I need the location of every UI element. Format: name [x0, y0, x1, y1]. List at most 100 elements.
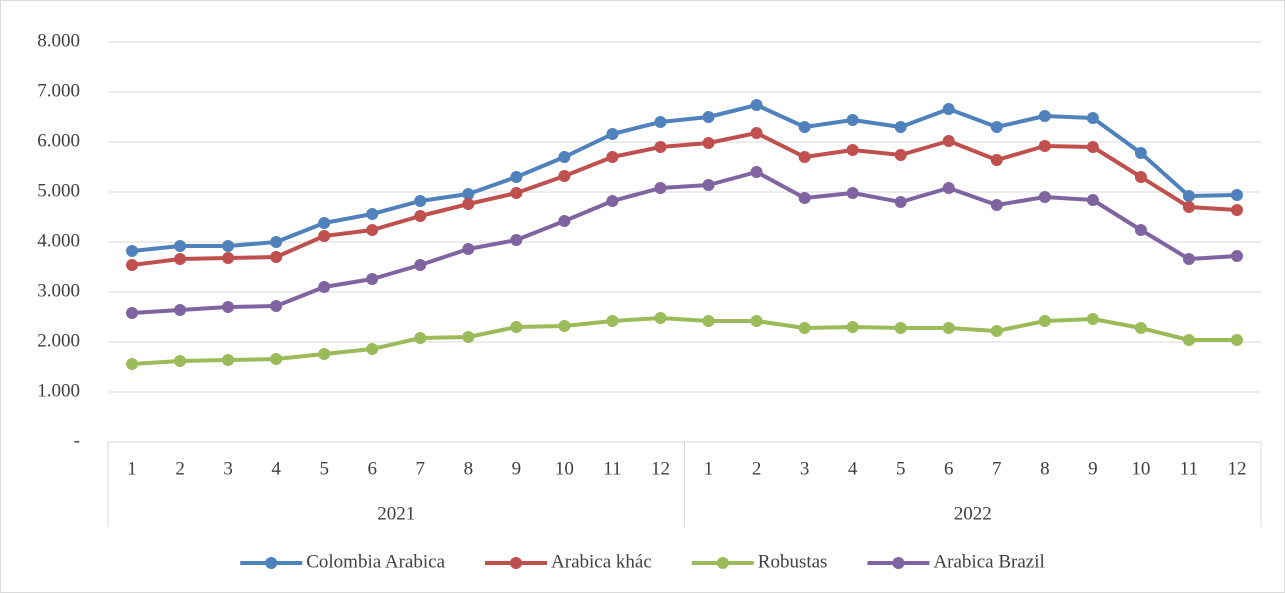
series-marker	[654, 182, 667, 194]
x-tick-label: 6	[367, 458, 377, 479]
legend-marker	[716, 557, 729, 569]
x-tick-label: 12	[651, 458, 670, 479]
x-tick-label: 10	[1131, 458, 1150, 479]
series-line	[131, 131, 1238, 267]
legend-label: Arabica Brazil	[933, 551, 1044, 572]
series-marker	[894, 121, 907, 133]
legend-marker	[265, 557, 278, 569]
series-marker	[270, 300, 283, 312]
x-tick-label: 10	[555, 458, 574, 479]
series-marker	[606, 195, 619, 207]
x-tick-label: 1	[127, 458, 137, 479]
series-marker	[222, 252, 235, 264]
series-marker	[1038, 315, 1051, 327]
series-marker	[750, 127, 763, 139]
series-marker	[654, 312, 667, 324]
x-tick-label: 9	[1088, 458, 1098, 479]
series-marker	[942, 103, 955, 115]
y-tick-label: 3.000	[37, 280, 80, 301]
y-tick-label: 5.000	[37, 180, 80, 201]
x-tick-label: 12	[1227, 458, 1246, 479]
series-marker	[942, 135, 955, 147]
series-marker	[654, 141, 667, 153]
legend-label: Robustas	[758, 551, 828, 572]
series-marker	[1086, 141, 1099, 153]
series-marker	[1038, 191, 1051, 203]
series-marker	[558, 320, 571, 332]
series-marker	[558, 170, 571, 182]
series-marker	[990, 325, 1003, 337]
x-tick-label: 6	[944, 458, 954, 479]
x-tick-label: 11	[603, 458, 621, 479]
series-marker	[798, 322, 811, 334]
series-marker	[942, 182, 955, 194]
series-line	[131, 316, 1237, 366]
series-marker	[366, 208, 379, 220]
series-marker	[270, 251, 283, 263]
series-marker	[1182, 334, 1195, 346]
x-tick-label: 2	[175, 458, 185, 479]
x-tick-label: 7	[416, 458, 426, 479]
series-marker	[1230, 204, 1243, 216]
series-marker	[270, 236, 283, 248]
series-marker	[126, 259, 139, 271]
x-tick-label: 3	[223, 458, 233, 479]
series-marker	[318, 281, 331, 293]
series-marker	[270, 353, 283, 365]
series-line	[131, 103, 1238, 253]
series-marker	[1182, 253, 1195, 265]
series-marker	[702, 111, 715, 123]
series-marker	[1038, 110, 1051, 122]
series-marker	[750, 315, 763, 327]
series-marker	[126, 245, 139, 257]
series-marker	[126, 358, 139, 370]
series-marker	[318, 348, 331, 360]
series-marker	[462, 188, 475, 200]
series-marker	[510, 187, 523, 199]
x-tick-label: 5	[896, 458, 906, 479]
legend-marker	[510, 557, 523, 569]
legend-label: Colombia Arabica	[306, 551, 445, 572]
series-marker	[1230, 250, 1243, 262]
series-marker	[702, 315, 715, 327]
series-marker	[846, 114, 859, 126]
x-tick-label: 9	[512, 458, 522, 479]
series-marker	[462, 243, 475, 255]
series-marker	[990, 199, 1003, 211]
series-marker	[366, 343, 379, 355]
x-tick-label: 11	[1180, 458, 1198, 479]
series-marker	[558, 151, 571, 163]
series-marker	[750, 166, 763, 178]
series-line	[131, 170, 1238, 315]
legend-label: Arabica khác	[551, 551, 652, 572]
series-marker	[942, 322, 955, 334]
series-marker	[1134, 322, 1147, 334]
x-group-label: 2021	[377, 503, 415, 524]
series-marker	[414, 332, 427, 344]
series-marker	[126, 307, 139, 319]
series-marker	[462, 198, 475, 210]
series-marker	[558, 215, 571, 227]
series-marker	[1086, 112, 1099, 124]
series-marker	[1182, 190, 1195, 202]
y-tick-label: 7.000	[37, 80, 80, 101]
y-tick-label: 4.000	[37, 230, 80, 251]
series-marker	[1230, 334, 1243, 346]
series-marker	[222, 240, 235, 252]
x-group-label: 2022	[954, 503, 992, 524]
x-tick-label: 5	[319, 458, 329, 479]
series-marker	[1134, 147, 1147, 159]
x-tick-label: 4	[271, 458, 281, 479]
series-marker	[1134, 224, 1147, 236]
series-marker	[606, 315, 619, 327]
series-marker	[894, 322, 907, 334]
series-marker	[174, 304, 187, 316]
series-marker	[1134, 171, 1147, 183]
series-marker	[798, 151, 811, 163]
series-marker	[846, 321, 859, 333]
series-marker	[222, 354, 235, 366]
series-marker	[1038, 140, 1051, 152]
series-marker	[366, 273, 379, 285]
legend-marker	[892, 557, 905, 569]
